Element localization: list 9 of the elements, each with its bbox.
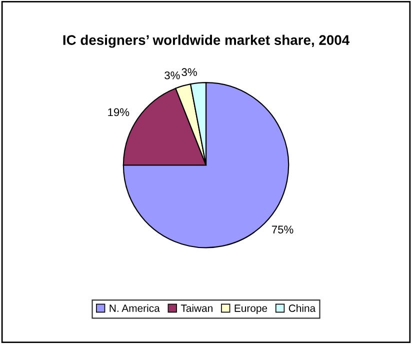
- legend-label: N. America: [110, 304, 160, 312]
- data-label: 3%: [182, 68, 197, 76]
- data-label: 19%: [108, 108, 130, 116]
- data-label: 75%: [272, 226, 294, 234]
- data-label: 3%: [164, 71, 180, 80]
- chart-title: IC designers’ worldwide market share, 2004: [63, 34, 350, 48]
- legend-label: Taiwan: [180, 304, 212, 312]
- legend-label: Europe: [234, 304, 268, 314]
- legend-label: China: [288, 304, 316, 312]
